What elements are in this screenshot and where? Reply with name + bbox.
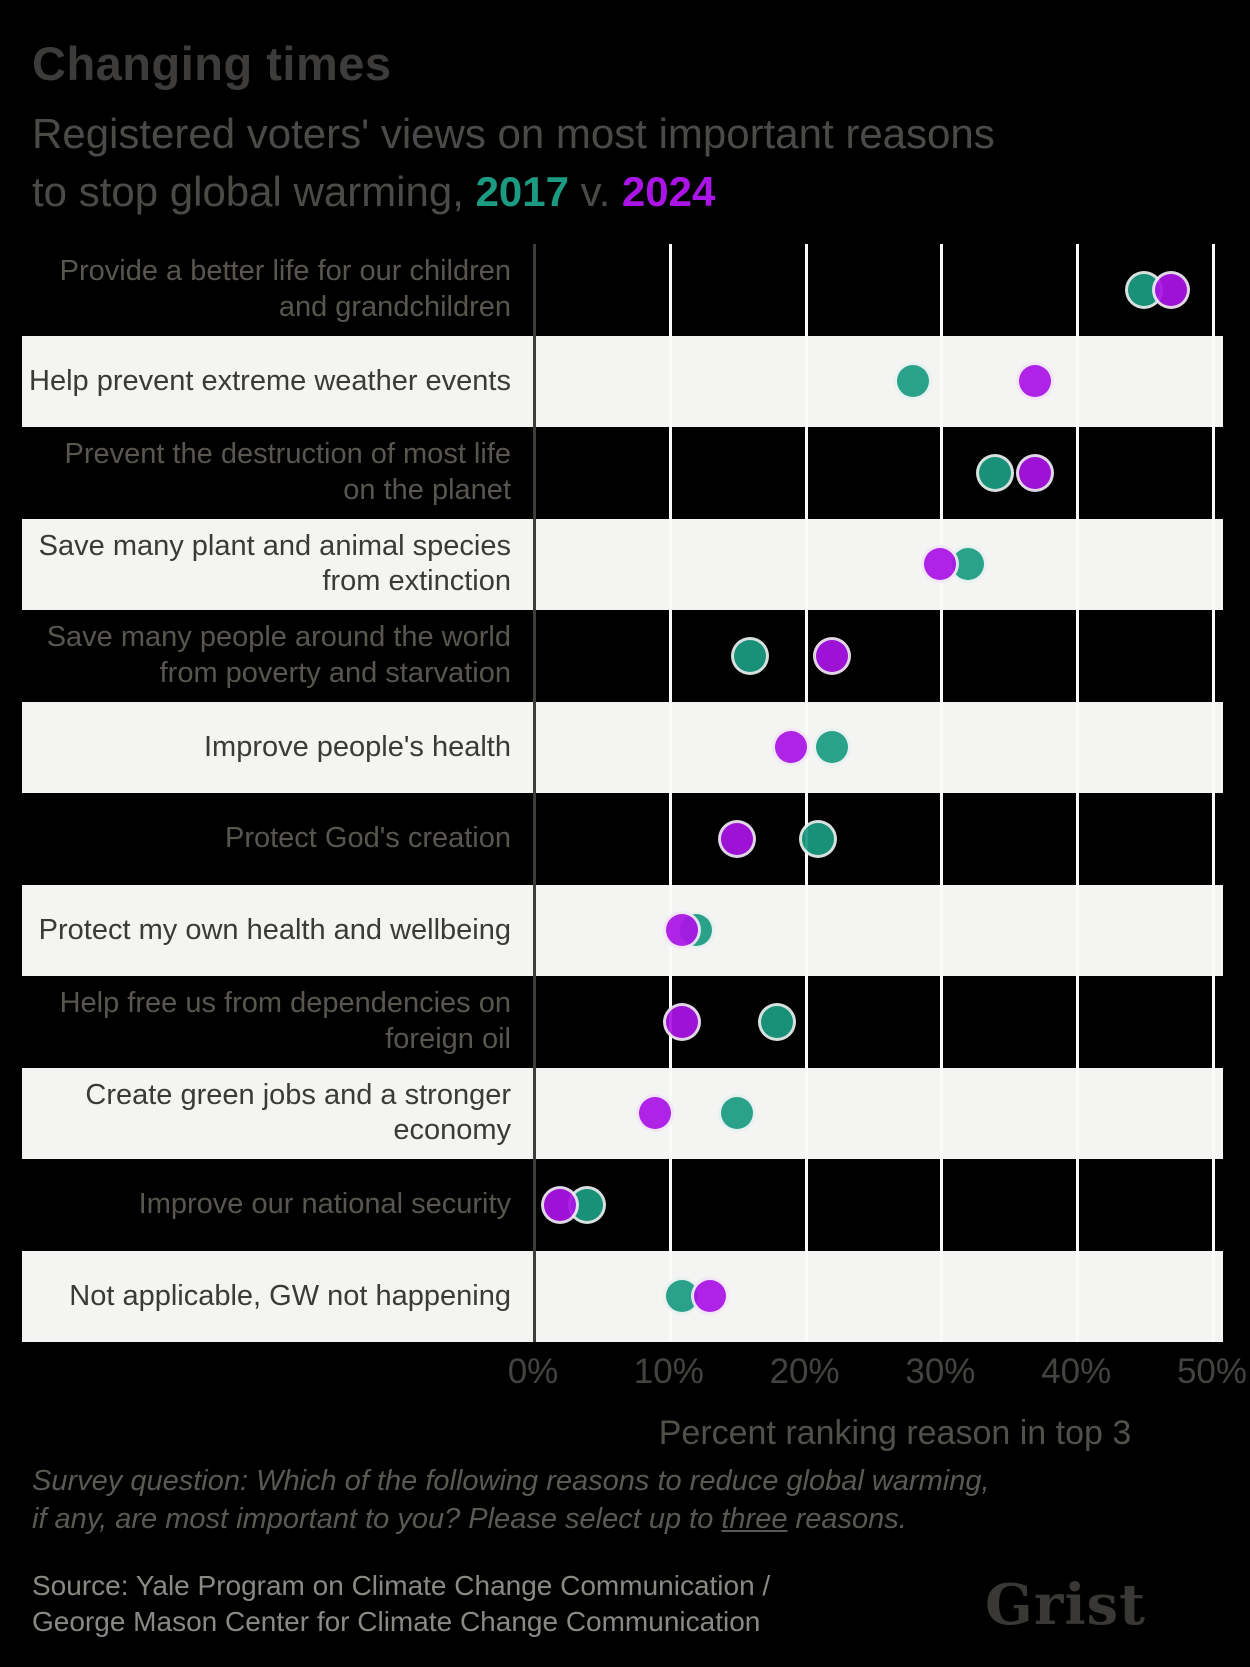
chart-title: Changing times [32,37,392,90]
chart-row: Save many plant and animal species from … [22,518,1223,611]
category-label: Help free us from dependencies on foreig… [59,987,511,1055]
dot-2024 [690,1277,729,1316]
dot-2017 [758,1002,797,1041]
subtitle-separator: v. [569,167,622,215]
row-plot-area [533,519,1223,611]
category-label: Save many people around the world from p… [46,621,511,689]
dot-2024 [717,819,756,858]
legend-year-2017: 2017 [475,167,570,215]
x-tick-label: 0% [507,1352,559,1391]
category-label: Not applicable, GW not happening [69,1279,511,1312]
row-plot-area [533,976,1223,1068]
chart-row: Help prevent extreme weather events [22,335,1223,428]
row-plot-area [533,885,1223,977]
chart-row: Save many people around the world from p… [22,610,1223,702]
legend-year-2024: 2024 [621,167,716,215]
chart-subtitle: Registered voters' views on most importa… [32,105,1192,221]
dot-2024 [541,1185,580,1224]
chart-row: Prevent the destruction of most life on … [22,427,1223,519]
subtitle-line1: Registered voters' views on most importa… [32,110,995,157]
chart-row: Not applicable, GW not happening [22,1250,1223,1343]
row-plot-area [533,702,1223,794]
y-axis-line [533,244,536,1342]
row-plot-area [533,336,1223,428]
chart-row: Protect God's creation [22,793,1223,885]
survey-line2-pre: if any, are most important to you? Pleas… [32,1503,722,1536]
dot-2024 [636,1094,675,1133]
gridline [804,244,808,1342]
category-label: Provide a better life for our children a… [59,255,511,323]
dot-2024 [812,636,851,675]
survey-line2-post: reasons. [787,1503,907,1536]
survey-line1: Survey question: Which of the following … [32,1465,990,1497]
dot-2024 [1016,362,1055,401]
subtitle-line2: to stop global warming, [32,167,476,215]
source-line2: George Mason Center for Climate Change C… [32,1606,761,1638]
chart-row: Improve people's health [22,701,1223,794]
dot-2024 [663,911,702,950]
x-tick-label: 10% [633,1352,704,1391]
category-label: Improve people's health [203,730,511,763]
dot-2024 [1016,453,1055,492]
gridline [1076,244,1080,1342]
x-tick-label: 30% [905,1352,976,1391]
chart-row: Protect my own health and wellbeing [22,884,1223,977]
dot-plot: Provide a better life for our children a… [22,244,1223,1342]
dot-2024 [772,728,811,767]
dot-2017 [975,453,1014,492]
grist-logo: Grist [985,1572,1146,1638]
chart-row: Help free us from dependencies on foreig… [22,976,1223,1068]
survey-underlined-word: three [721,1503,788,1536]
category-label: Improve our national security [138,1188,511,1221]
category-label: Save many plant and animal species from … [38,529,511,598]
gridline [668,244,672,1342]
survey-question-note: Survey question: Which of the following … [32,1462,990,1539]
x-tick-label: 50% [1176,1352,1248,1391]
x-axis-label: Percent ranking reason in top 3 [658,1414,1132,1452]
x-tick-label: 40% [1041,1352,1112,1391]
chart-row: Improve our national security [22,1159,1223,1251]
source-line1: Source: Yale Program on Climate Change C… [32,1570,771,1601]
category-label: Help prevent extreme weather events [29,364,511,397]
category-label: Protect my own health and wellbeing [38,913,511,946]
chart-header: Changing times Registered voters' views … [32,36,1192,221]
row-plot-area [533,1251,1223,1343]
dot-2024 [921,545,960,584]
dot-2017 [731,636,770,675]
row-plot-area [533,1159,1223,1251]
row-plot-area [533,1068,1223,1160]
dot-2017 [812,728,851,767]
category-label: Protect God's creation [224,822,511,855]
dot-2017 [894,362,933,401]
gridline [940,244,944,1342]
dot-2024 [663,1002,702,1041]
category-label: Create green jobs and a stronger economy [85,1078,511,1147]
source-credit: Source: Yale Program on Climate Change C… [32,1568,770,1641]
row-plot-area [533,610,1223,702]
row-plot-area [533,244,1223,336]
x-tick-label: 20% [769,1352,840,1391]
x-axis-ticks: 0% 10% 20% 30% 40% 50% [22,1352,1247,1394]
dot-2017 [717,1094,756,1133]
chart-row: Create green jobs and a stronger economy [22,1067,1223,1160]
dot-2017 [799,819,838,858]
row-plot-area [533,793,1223,885]
dot-2024 [1152,270,1191,309]
row-plot-area [533,427,1223,519]
category-label: Prevent the destruction of most life on … [64,438,512,506]
gridline [1212,244,1215,1342]
chart-row: Provide a better life for our children a… [22,244,1223,336]
